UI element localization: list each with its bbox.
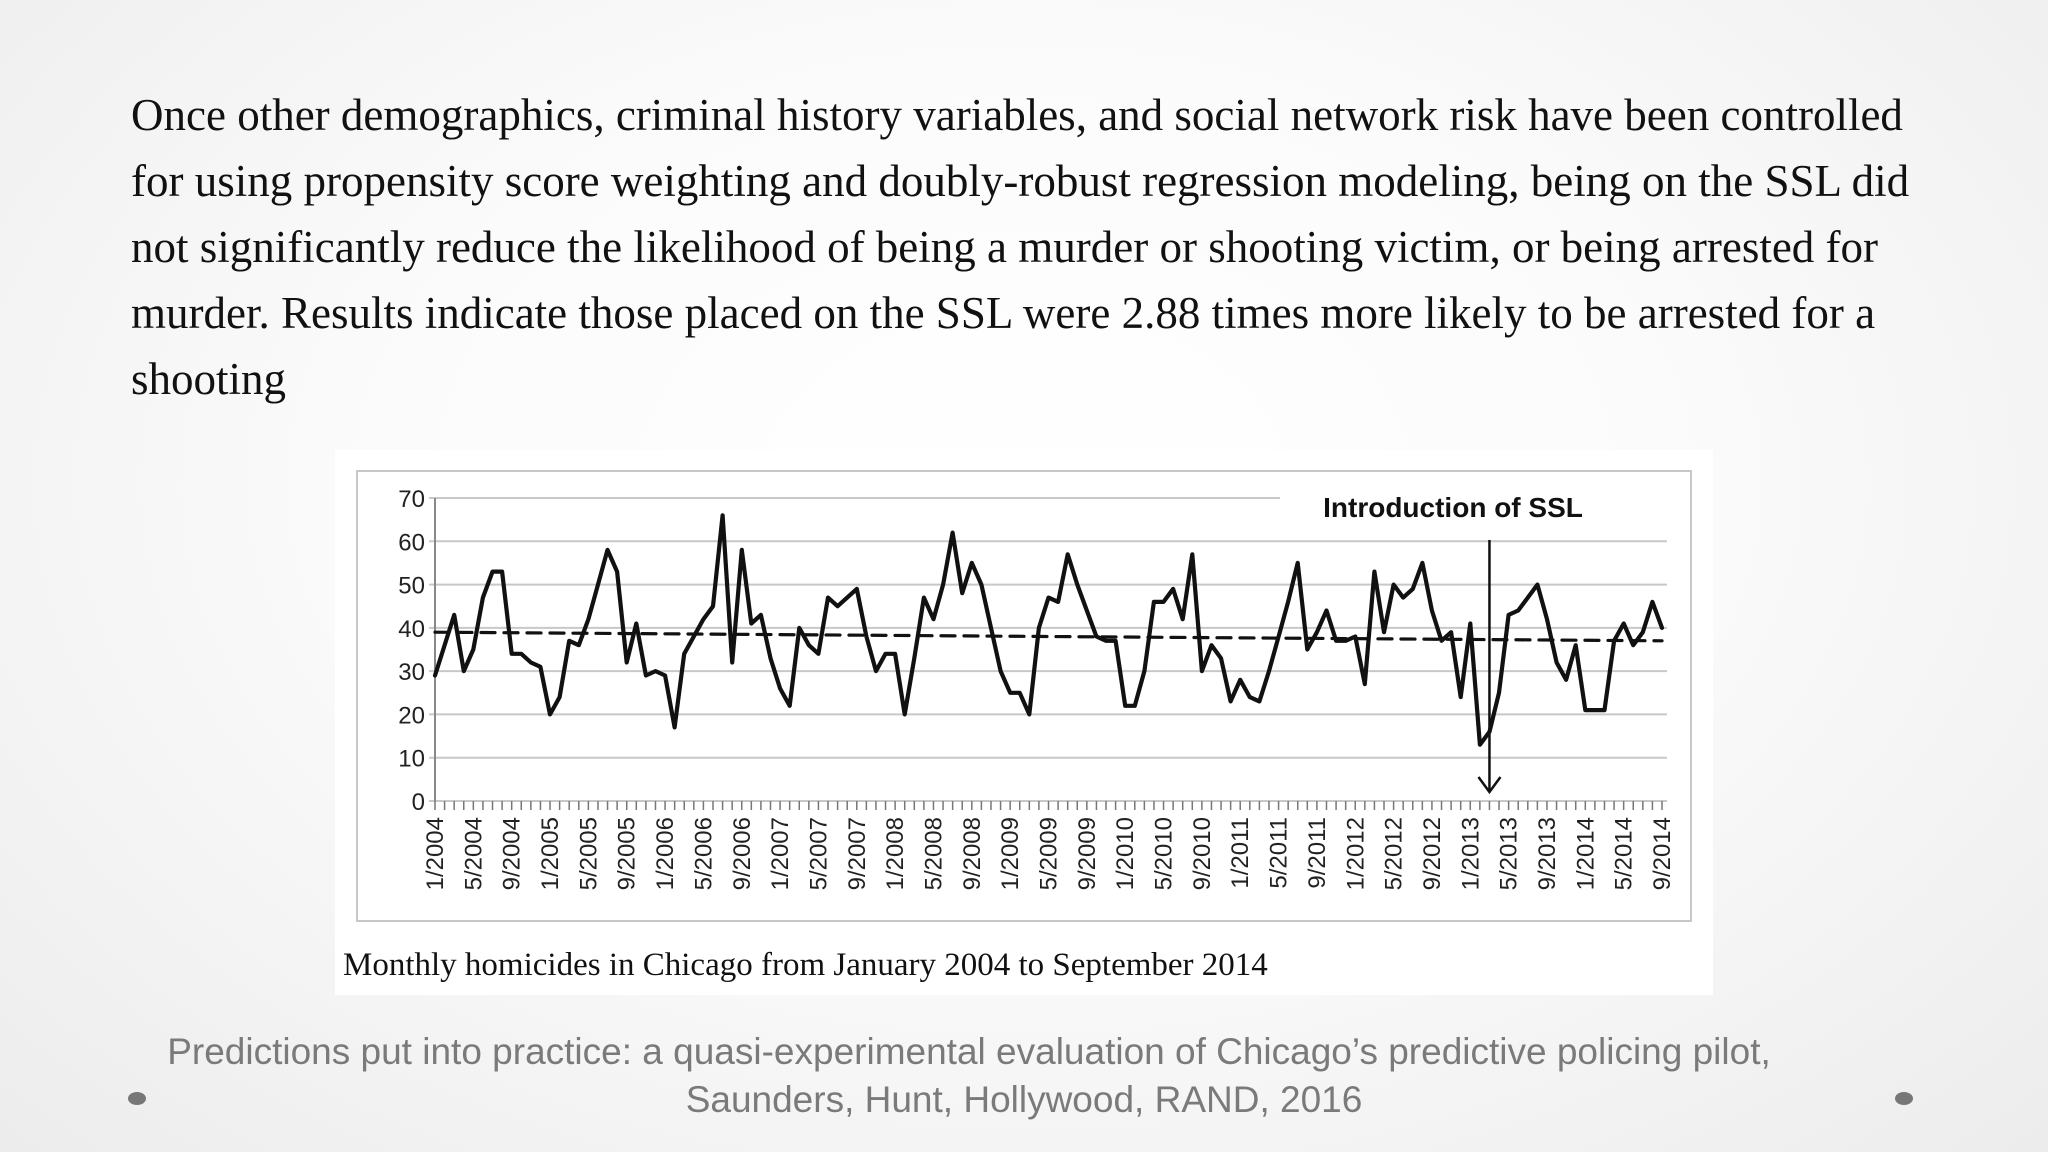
- x-tick-label: 1/2013: [1457, 817, 1484, 890]
- y-tick-label-40: 40: [398, 616, 425, 643]
- x-tick-label: 1/2014: [1572, 817, 1599, 890]
- figure-caption: Monthly homicides in Chicago from Januar…: [343, 947, 1268, 983]
- x-tick-label: 9/2005: [614, 817, 641, 890]
- left-bullet: [128, 1092, 146, 1105]
- x-tick-label: 1/2011: [1227, 817, 1254, 889]
- x-tick-label: 1/2012: [1342, 817, 1369, 890]
- x-tick-label: 5/2014: [1611, 817, 1638, 890]
- x-tick-label: 9/2006: [729, 817, 756, 890]
- x-tick-label: 1/2006: [652, 817, 679, 890]
- x-tick-label: 9/2007: [844, 817, 871, 890]
- x-tick-label: 5/2005: [575, 817, 602, 890]
- citation: Predictions put into practice: a quasi-e…: [0, 1028, 2048, 1124]
- homicides-line-chart: 0 10 20 30 40 50 60 70 1/2004 5/2004 9/2004 1/2005 5…: [398, 475, 1680, 890]
- chart-figure: 0 10 20 30 40 50 60 70 1/2004 5/2004 9/2004 1/2005 5…: [335, 450, 1713, 995]
- y-tick-label-10: 10: [398, 746, 425, 773]
- x-tick-label: 9/2004: [499, 817, 526, 890]
- x-tick-label: 5/2011: [1266, 817, 1293, 889]
- y-tick-label-0: 0: [412, 789, 425, 816]
- x-tick-label: 9/2010: [1189, 817, 1216, 890]
- x-tick-label: 1/2005: [537, 817, 564, 890]
- citation-line-2: Saunders, Hunt, Hollywood, RAND, 2016: [685, 1079, 1363, 1120]
- x-tick-label: 9/2014: [1649, 817, 1676, 890]
- x-tick-label: 5/2008: [920, 817, 947, 890]
- x-tick-label: 9/2013: [1534, 817, 1561, 890]
- x-tick-label: 5/2009: [1036, 817, 1063, 890]
- x-tick-label: 1/2007: [767, 817, 794, 890]
- y-tick-label-60: 60: [398, 529, 425, 556]
- legend-box: [1280, 475, 1680, 513]
- x-tick-label: 5/2007: [805, 817, 832, 890]
- x-tick-label: 1/2004: [422, 817, 449, 890]
- ssl-arrow-head: [1477, 776, 1502, 795]
- ssl-annotation-label: Introduction of SSL: [1323, 492, 1583, 523]
- y-tick-label-50: 50: [398, 573, 425, 600]
- x-tick-label: 9/2011: [1304, 817, 1331, 889]
- monthly-homicides-line: [432, 513, 1665, 747]
- citation-line-1: Predictions put into practice: a quasi-e…: [167, 1031, 1771, 1072]
- x-tick-label: 9/2008: [959, 817, 986, 890]
- x-tick-label: 9/2012: [1419, 817, 1446, 890]
- x-tick-label: 5/2010: [1151, 817, 1178, 890]
- x-tick-label: 5/2004: [460, 817, 487, 890]
- x-tick-label: 5/2006: [690, 817, 717, 890]
- plot-frame: [356, 470, 1692, 922]
- x-tick-label: 5/2013: [1496, 817, 1523, 890]
- y-tick-label-20: 20: [398, 702, 425, 729]
- x-tick-label: 1/2009: [997, 817, 1024, 890]
- x-tick-label: 1/2008: [882, 817, 909, 890]
- x-tick-label: 9/2009: [1074, 817, 1101, 890]
- x-tick-label: 1/2010: [1112, 817, 1139, 890]
- right-bullet: [1895, 1092, 1913, 1105]
- body-text: Once other demographics, criminal histor…: [131, 90, 1910, 404]
- x-tick-label: 5/2012: [1381, 817, 1408, 890]
- mean-trend-line: [433, 630, 1664, 643]
- y-tick-label-70: 70: [398, 486, 425, 513]
- y-tick-label-30: 30: [398, 659, 425, 686]
